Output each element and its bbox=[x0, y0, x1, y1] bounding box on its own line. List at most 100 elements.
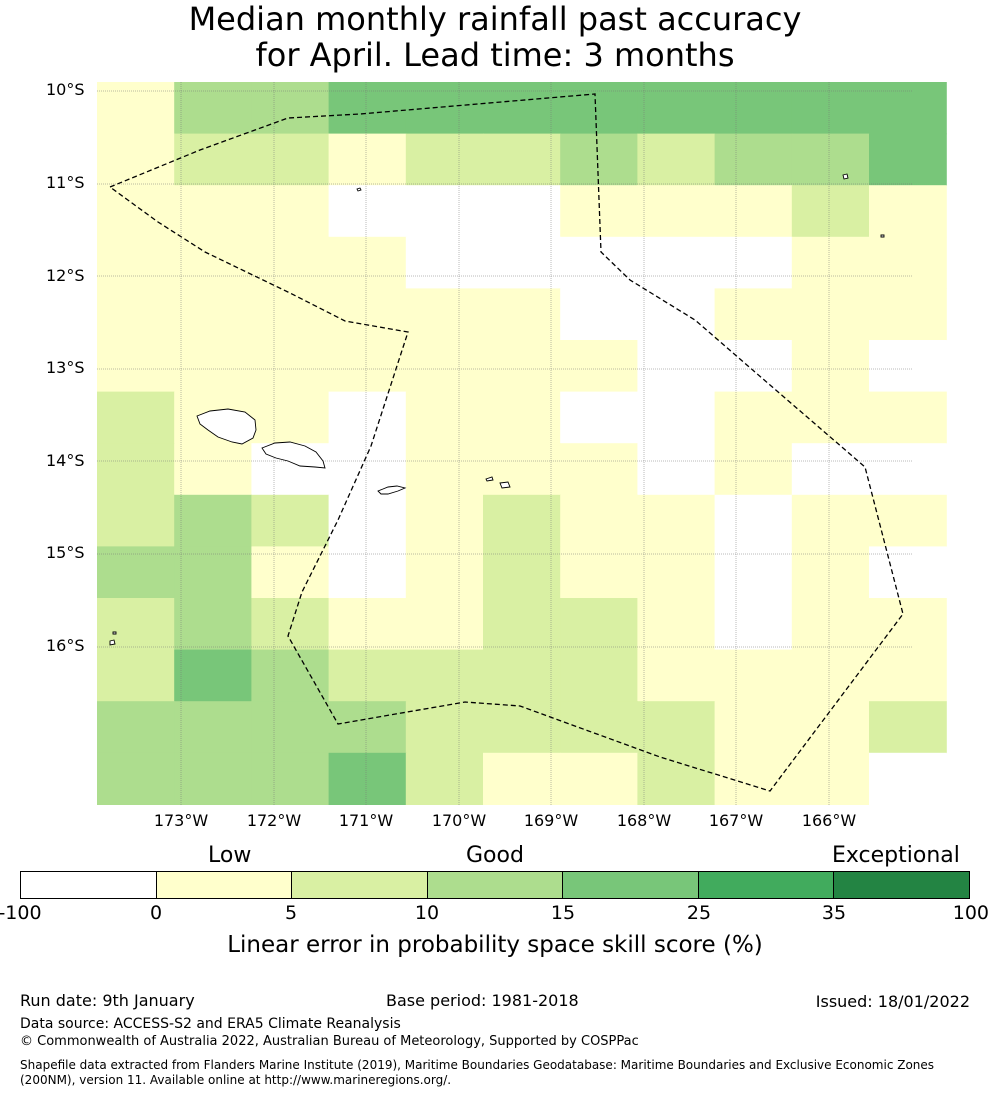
grid-cell-r2-c2 bbox=[251, 185, 330, 238]
grid-cell-r1-c10 bbox=[869, 133, 947, 186]
grid-cell-r13-c4 bbox=[405, 752, 484, 805]
legend-band-good: Good bbox=[466, 843, 524, 868]
grid-cell-r10-c10 bbox=[869, 598, 947, 651]
tau-island bbox=[499, 481, 511, 489]
grid-cell-r6-c9 bbox=[791, 391, 870, 444]
lon-label-171: 171°W bbox=[338, 811, 394, 830]
grid-cell-r8-c2 bbox=[251, 494, 330, 547]
grid-cell-r10-c2 bbox=[251, 598, 330, 651]
grid-cell-r11-c10 bbox=[869, 649, 947, 702]
savaii-island bbox=[196, 408, 257, 445]
grid-cell-r8-c7 bbox=[637, 494, 716, 547]
legend-band-low: Low bbox=[208, 843, 252, 868]
grid-cell-r0-c7 bbox=[637, 82, 716, 135]
grid-cell-r10-c5 bbox=[483, 598, 561, 651]
grid-cell-r6-c6 bbox=[560, 391, 638, 444]
grid-cell-r0-c5 bbox=[483, 82, 561, 135]
grid-cell-r2-c9 bbox=[791, 185, 870, 238]
grid-cell-r11-c4 bbox=[405, 649, 484, 702]
skill-grid bbox=[97, 82, 947, 805]
grid-cell-r7-c8 bbox=[714, 443, 793, 496]
grid-cell-r11-c0 bbox=[97, 649, 175, 702]
grid-cell-r3-c0 bbox=[97, 236, 175, 289]
grid-cell-r5-c9 bbox=[791, 340, 870, 393]
grid-cell-r1-c2 bbox=[251, 133, 330, 186]
grid-cell-r13-c10 bbox=[869, 752, 947, 805]
grid-cell-r6-c8 bbox=[714, 391, 793, 444]
grid-cell-r0-c9 bbox=[791, 82, 870, 135]
grid-cell-r4-c4 bbox=[405, 288, 484, 341]
grid-cell-r6-c4 bbox=[405, 391, 484, 444]
atoll-east-2 bbox=[880, 234, 885, 238]
tutuila-island bbox=[377, 485, 407, 495]
grid-cell-r2-c7 bbox=[637, 185, 716, 238]
grid-cell-r8-c0 bbox=[97, 494, 175, 547]
grid-cell-r10-c8 bbox=[714, 598, 793, 651]
lon-label-172: 172°W bbox=[246, 811, 302, 830]
colorbar-tick-35: 35 bbox=[821, 902, 847, 924]
grid-cell-r7-c7 bbox=[637, 443, 716, 496]
grid-cell-r3-c10 bbox=[869, 236, 947, 289]
colorbar-tick-10: 10 bbox=[414, 902, 440, 924]
lon-label-167: 167°W bbox=[708, 811, 764, 830]
grid-cell-r3-c5 bbox=[483, 236, 561, 289]
grid-cell-r8-c10 bbox=[869, 494, 947, 547]
grid-cell-r1-c8 bbox=[714, 133, 793, 186]
grid-cell-r2-c8 bbox=[714, 185, 793, 238]
grid-cell-r3-c1 bbox=[174, 236, 252, 289]
grid-cell-r3-c9 bbox=[791, 236, 870, 289]
grid-cell-r5-c10 bbox=[869, 340, 947, 393]
grid-cell-r4-c10 bbox=[869, 288, 947, 341]
grid-cell-r11-c9 bbox=[791, 649, 870, 702]
grid-cell-r9-c5 bbox=[483, 546, 561, 599]
shapefile-credit-line2: (200NM), version 11. Available online at… bbox=[20, 1073, 452, 1087]
grid-cell-r8-c9 bbox=[791, 494, 870, 547]
graticule bbox=[97, 82, 913, 805]
grid-cell-r12-c7 bbox=[637, 701, 716, 754]
grid-cell-r11-c6 bbox=[560, 649, 638, 702]
grid-cell-r10-c9 bbox=[791, 598, 870, 651]
grid-cell-r13-c9 bbox=[791, 752, 870, 805]
grid-cell-r1-c1 bbox=[174, 133, 252, 186]
grid-cell-r6-c2 bbox=[251, 391, 330, 444]
grid-cell-r10-c1 bbox=[174, 598, 252, 651]
lon-label-168: 168°W bbox=[616, 811, 672, 830]
grid-cell-r2-c1 bbox=[174, 185, 252, 238]
grid-cell-r1-c9 bbox=[791, 133, 870, 186]
atoll-east-1 bbox=[842, 173, 849, 180]
grid-cell-r11-c2 bbox=[251, 649, 330, 702]
lat-label-15: 15°S bbox=[46, 543, 85, 562]
grid-cell-r5-c8 bbox=[714, 340, 793, 393]
colorbar-segment-3 bbox=[427, 872, 564, 898]
grid-cell-r12-c6 bbox=[560, 701, 638, 754]
grid-cell-r7-c10 bbox=[869, 443, 947, 496]
shapefile-credit-line1: Shapefile data extracted from Flanders M… bbox=[20, 1058, 935, 1072]
run-date: Run date: 9th January bbox=[20, 991, 195, 1010]
grid-cell-r6-c10 bbox=[869, 391, 947, 444]
chart-title-line2: for April. Lead time: 3 months bbox=[255, 36, 735, 74]
grid-cell-r7-c9 bbox=[791, 443, 870, 496]
skill-map bbox=[97, 82, 947, 805]
grid-cell-r2-c10 bbox=[869, 185, 947, 238]
grid-cell-r9-c9 bbox=[791, 546, 870, 599]
grid-cell-r12-c2 bbox=[251, 701, 330, 754]
grid-cell-r0-c8 bbox=[714, 82, 793, 135]
grid-cell-r7-c0 bbox=[97, 443, 175, 496]
grid-cell-r4-c0 bbox=[97, 288, 175, 341]
grid-cell-r9-c7 bbox=[637, 546, 716, 599]
grid-cell-r5-c4 bbox=[405, 340, 484, 393]
legend-band-exceptional: Exceptional bbox=[832, 843, 960, 868]
grid-cell-r10-c6 bbox=[560, 598, 638, 651]
grid-cell-r4-c5 bbox=[483, 288, 561, 341]
grid-cell-r4-c3 bbox=[328, 288, 407, 341]
grid-cell-r2-c4 bbox=[405, 185, 484, 238]
grid-cell-r6-c7 bbox=[637, 391, 716, 444]
grid-cell-r0-c0 bbox=[97, 82, 175, 135]
lon-label-173: 173°W bbox=[153, 811, 209, 830]
lon-label-166: 166°W bbox=[801, 811, 857, 830]
grid-cell-r1-c6 bbox=[560, 133, 638, 186]
ofu-island bbox=[485, 476, 494, 482]
chart-title-line1: Median monthly rainfall past accuracy bbox=[188, 0, 802, 38]
colorbar-tick-100: 100 bbox=[952, 902, 989, 924]
grid-cell-r1-c0 bbox=[97, 133, 175, 186]
